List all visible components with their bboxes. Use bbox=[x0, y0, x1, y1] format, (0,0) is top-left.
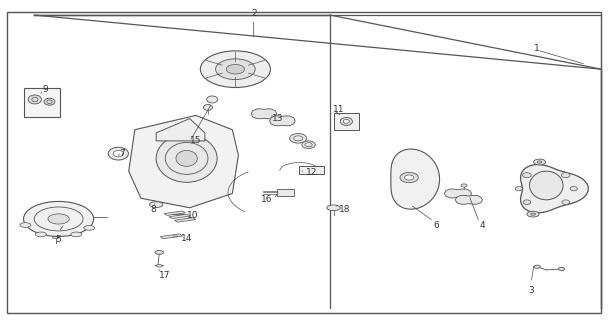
Ellipse shape bbox=[530, 213, 535, 215]
Text: 3: 3 bbox=[528, 286, 534, 295]
Ellipse shape bbox=[343, 120, 349, 123]
Ellipse shape bbox=[207, 96, 218, 103]
Ellipse shape bbox=[44, 98, 55, 105]
Ellipse shape bbox=[84, 226, 95, 230]
Ellipse shape bbox=[35, 232, 46, 237]
Ellipse shape bbox=[150, 202, 163, 207]
Ellipse shape bbox=[20, 223, 31, 228]
Text: 8: 8 bbox=[150, 205, 156, 214]
Ellipse shape bbox=[530, 171, 563, 200]
Ellipse shape bbox=[570, 187, 577, 191]
Ellipse shape bbox=[534, 265, 540, 268]
Text: 11: 11 bbox=[333, 105, 345, 114]
Bar bbox=[334, 113, 359, 130]
Text: 14: 14 bbox=[180, 234, 192, 243]
Ellipse shape bbox=[302, 141, 315, 148]
Ellipse shape bbox=[515, 187, 522, 191]
Polygon shape bbox=[444, 189, 472, 198]
Ellipse shape bbox=[48, 214, 69, 224]
Ellipse shape bbox=[537, 161, 542, 163]
Text: 2: 2 bbox=[251, 9, 257, 18]
Text: 1: 1 bbox=[534, 44, 540, 53]
Text: 5: 5 bbox=[56, 235, 62, 244]
Ellipse shape bbox=[155, 251, 164, 254]
Text: 7: 7 bbox=[120, 149, 125, 158]
Text: 10: 10 bbox=[186, 211, 198, 220]
Ellipse shape bbox=[327, 205, 340, 211]
Ellipse shape bbox=[155, 189, 160, 191]
Polygon shape bbox=[164, 211, 185, 215]
Bar bbox=[24, 88, 60, 117]
Ellipse shape bbox=[562, 200, 569, 204]
Text: 16: 16 bbox=[260, 195, 272, 204]
Text: 18: 18 bbox=[339, 205, 351, 214]
Polygon shape bbox=[391, 149, 439, 209]
Ellipse shape bbox=[71, 232, 82, 237]
Ellipse shape bbox=[562, 172, 570, 178]
Bar bbox=[299, 166, 324, 174]
Text: 12: 12 bbox=[306, 168, 317, 177]
Ellipse shape bbox=[290, 133, 307, 143]
Ellipse shape bbox=[156, 134, 217, 182]
Text: 9: 9 bbox=[42, 85, 48, 94]
Text: 15: 15 bbox=[189, 136, 201, 145]
Ellipse shape bbox=[176, 150, 197, 166]
Ellipse shape bbox=[216, 59, 255, 80]
Ellipse shape bbox=[522, 172, 531, 178]
Polygon shape bbox=[251, 109, 277, 119]
Ellipse shape bbox=[533, 159, 546, 165]
Ellipse shape bbox=[24, 201, 93, 236]
Ellipse shape bbox=[203, 105, 213, 110]
Polygon shape bbox=[269, 116, 295, 126]
Ellipse shape bbox=[400, 172, 419, 183]
Ellipse shape bbox=[558, 268, 565, 270]
Polygon shape bbox=[161, 234, 182, 239]
Text: 17: 17 bbox=[159, 271, 170, 280]
Polygon shape bbox=[455, 196, 483, 204]
Ellipse shape bbox=[340, 117, 353, 125]
Text: 13: 13 bbox=[272, 114, 284, 123]
Ellipse shape bbox=[461, 184, 467, 187]
Ellipse shape bbox=[523, 200, 531, 204]
Polygon shape bbox=[129, 116, 238, 208]
Polygon shape bbox=[169, 214, 190, 219]
Polygon shape bbox=[521, 164, 588, 213]
Ellipse shape bbox=[200, 51, 271, 87]
Ellipse shape bbox=[404, 175, 414, 180]
Ellipse shape bbox=[28, 95, 42, 104]
Ellipse shape bbox=[53, 236, 59, 239]
Ellipse shape bbox=[527, 211, 539, 217]
Ellipse shape bbox=[156, 265, 163, 267]
Text: 4: 4 bbox=[479, 221, 485, 230]
Polygon shape bbox=[174, 218, 196, 222]
Ellipse shape bbox=[226, 64, 244, 74]
Polygon shape bbox=[156, 119, 205, 141]
Text: 6: 6 bbox=[434, 221, 439, 230]
Ellipse shape bbox=[108, 147, 128, 160]
Bar bbox=[277, 189, 294, 196]
Ellipse shape bbox=[113, 150, 123, 157]
